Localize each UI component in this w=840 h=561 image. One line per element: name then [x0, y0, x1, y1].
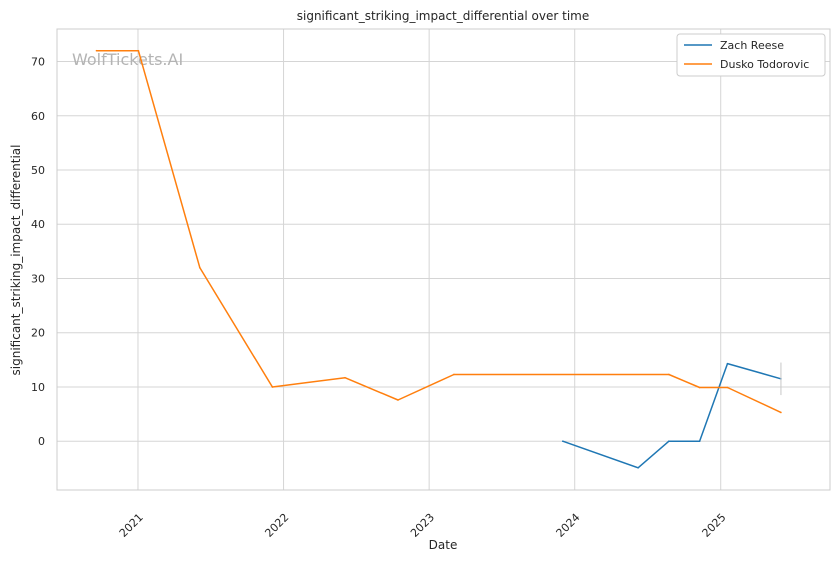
y-tick-label: 50 [31, 164, 45, 177]
data-point [637, 466, 639, 469]
data-point [780, 411, 782, 414]
data-point [698, 386, 701, 389]
data-point [698, 440, 701, 442]
legend-label: Zach Reese [720, 39, 784, 52]
y-tick-label: 70 [31, 56, 45, 69]
data-point [397, 399, 399, 401]
plot-frame [56, 28, 831, 491]
data-point [561, 440, 564, 442]
series-layer [95, 49, 782, 469]
watermark: WolfTickets.AI [72, 50, 183, 69]
data-point [344, 376, 346, 379]
y-tick-label: 10 [31, 381, 45, 394]
data-point [198, 266, 201, 269]
data-point [726, 386, 729, 389]
legend: Zach Reese Dusko Todorovic [676, 33, 826, 77]
data-point [271, 386, 274, 388]
data-point [726, 362, 729, 365]
y-tick-label: 20 [31, 327, 45, 340]
data-point [137, 49, 140, 52]
y-ticks: 0 10 20 30 40 50 60 70 [31, 56, 45, 449]
series-line-0 [562, 362, 782, 469]
y-tick-label: 30 [31, 272, 45, 285]
y-axis-label: significant_striking_impact_differential [9, 145, 23, 376]
data-point [95, 49, 98, 52]
legend-box [676, 33, 826, 77]
legend-label: Dusko Todorovic [720, 58, 809, 71]
y-tick-label: 0 [38, 435, 45, 448]
data-point [453, 373, 455, 376]
data-point [668, 440, 670, 442]
grid [57, 29, 830, 490]
data-point [668, 373, 670, 376]
y-tick-label: 60 [31, 110, 45, 123]
chart-title: significant_striking_impact_differential… [297, 9, 589, 23]
x-axis-label: Date [429, 538, 458, 552]
y-tick-label: 40 [31, 218, 45, 231]
